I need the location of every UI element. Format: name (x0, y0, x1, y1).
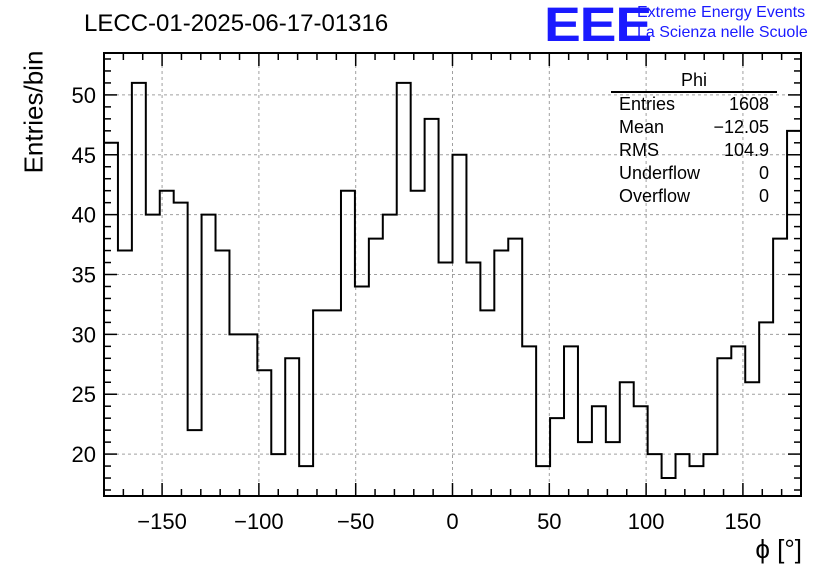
x-tick-label: −100 (234, 509, 284, 534)
chart-title: LECC-01-2025-06-17-01316 (84, 10, 389, 37)
logo-line-1: Extreme Energy Events (637, 4, 806, 21)
x-tick-label: 100 (628, 509, 665, 534)
stats-label: Underflow (619, 163, 701, 183)
stats-label: RMS (619, 140, 659, 160)
stats-rows: Entries 1608 Mean −12.05 RMS 104.9 Underflow 0 O… (611, 93, 777, 208)
stats-value: 0 (758, 186, 769, 206)
x-tick-label: 0 (446, 509, 458, 534)
x-tick-label: −150 (137, 509, 187, 534)
y-tick-label: 40 (72, 203, 96, 228)
y-tick-label: 20 (72, 442, 96, 467)
y-tick-label: 30 (72, 322, 96, 347)
stats-row: Mean −12.05 (611, 116, 777, 139)
stats-label: Mean (619, 117, 665, 137)
x-tick-label: −50 (337, 509, 374, 534)
x-tick-label: 150 (725, 509, 762, 534)
stats-value: 104.9 (723, 140, 769, 160)
y-tick-label: 35 (72, 263, 96, 288)
stats-row: Overflow 0 (611, 185, 777, 208)
stats-box: Phi Entries 1608 Mean −12.05 RMS 104.9 Underfl… (611, 70, 777, 208)
stats-label: Entries (619, 94, 676, 114)
stats-value: 1608 (728, 94, 769, 114)
y-tick-label: 50 (72, 83, 96, 108)
stats-value: −12.05 (713, 117, 769, 137)
stats-title: Phi (611, 70, 777, 93)
stats-value: 0 (758, 163, 769, 183)
x-axis-label: ϕ [°] (755, 534, 802, 564)
logo-caption: Extreme Energy Events La Scienza nelle S… (637, 3, 808, 43)
stats-row: Underflow 0 (611, 162, 777, 185)
y-tick-label: 45 (72, 143, 96, 168)
stats-row: RMS 104.9 (611, 139, 777, 162)
y-tick-label: 25 (72, 382, 96, 407)
stats-label: Overflow (619, 186, 691, 206)
histogram-line (104, 81, 801, 480)
eee-logo: EEE (544, 0, 652, 52)
x-tick-label: 50 (537, 509, 561, 534)
stats-row: Entries 1608 (611, 93, 777, 116)
logo-line-2: La Scienza nelle Scuole (637, 24, 808, 41)
